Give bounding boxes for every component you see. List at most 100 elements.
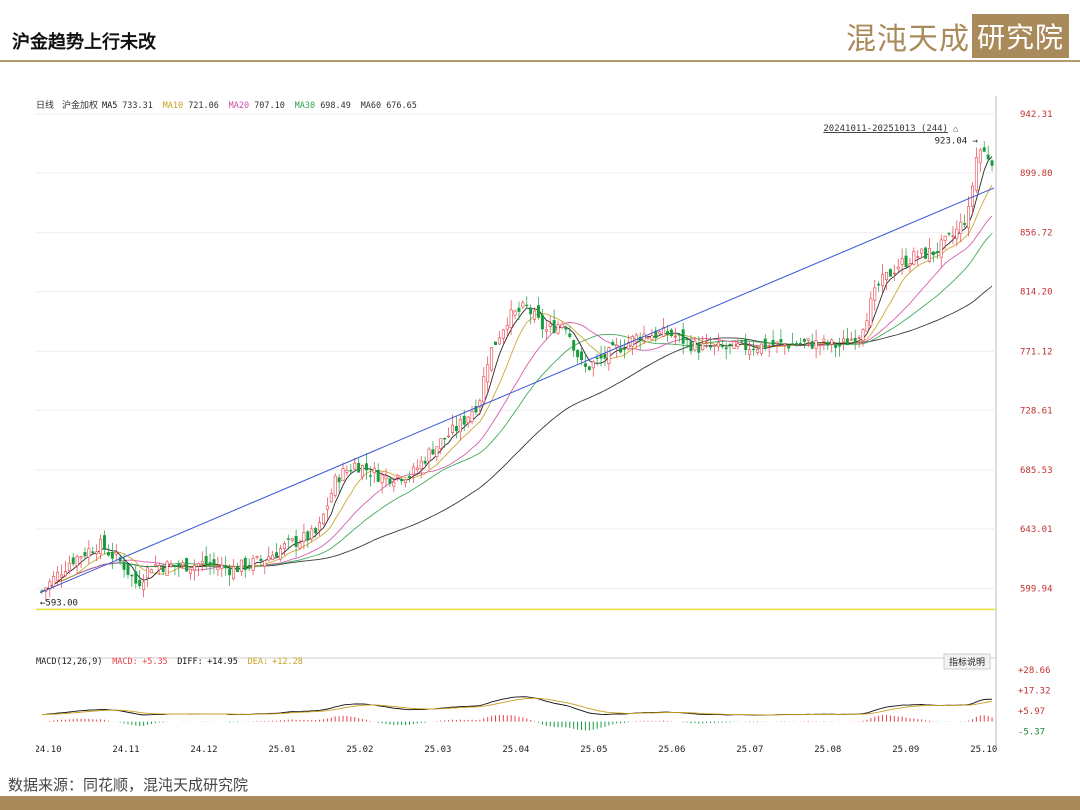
candle-body <box>353 462 357 470</box>
candle-body <box>623 347 626 350</box>
candle-body <box>71 557 75 565</box>
candle-body <box>724 347 728 350</box>
price-tick-label: 643.01 <box>1020 525 1053 535</box>
candle-body <box>368 475 372 477</box>
candle-body <box>924 247 928 259</box>
indicator-help-button[interactable] <box>943 653 991 670</box>
macd-tick-label: +17.32 <box>1018 687 1051 697</box>
candle-body <box>771 339 775 346</box>
candle-body <box>826 341 830 346</box>
candle-body <box>79 556 83 559</box>
candle-body <box>736 343 740 347</box>
candle-body <box>513 310 517 316</box>
candle-body <box>712 345 716 347</box>
legend-ma-value: 676.65 <box>386 101 417 111</box>
candle-body <box>537 305 540 318</box>
candle-body <box>251 558 255 571</box>
high-annotation: 923.04 → <box>935 137 979 147</box>
candle-body <box>372 467 376 474</box>
candle-body <box>267 556 271 561</box>
candle-body <box>185 558 189 572</box>
price-tick-label: 856.72 <box>1020 229 1053 239</box>
header-divider <box>0 60 1080 62</box>
candle-body <box>91 551 95 554</box>
candle-body <box>634 334 638 343</box>
candle-body <box>904 255 908 267</box>
candle-body <box>920 248 924 254</box>
candle-body <box>361 465 365 477</box>
candle-body <box>709 346 713 348</box>
candle-body <box>200 561 204 565</box>
candle-body <box>333 475 337 496</box>
candle-body <box>595 357 599 359</box>
candle-body <box>939 239 943 258</box>
candle-body <box>978 149 982 164</box>
candle-body <box>591 361 595 369</box>
candle-body <box>196 563 200 567</box>
logo-main-text: 混沌天成 <box>846 22 970 57</box>
candle-body <box>521 302 525 308</box>
candle-body <box>173 565 177 567</box>
candle-body <box>423 460 427 464</box>
legend-ma-label: MA20 <box>229 101 249 111</box>
candle-body <box>560 323 564 328</box>
candle-body <box>689 341 693 352</box>
candle-body <box>427 448 431 462</box>
candle-body <box>161 566 165 573</box>
candle-body <box>501 329 505 339</box>
candle-body <box>380 474 384 484</box>
candle-body <box>192 565 196 571</box>
candle-body <box>52 576 56 587</box>
candle-body <box>580 351 583 361</box>
candle-body <box>583 363 587 367</box>
candle-body <box>290 538 294 541</box>
candle-body <box>787 345 791 349</box>
lock-icon: ⌂ <box>953 125 958 135</box>
macd-legend-label: DIFF: <box>177 657 203 667</box>
price-tick-label: 599.94 <box>1020 585 1053 595</box>
range-label: 20241011-20251013 (244) <box>823 124 948 134</box>
candle-body <box>310 528 314 540</box>
candle-body <box>646 337 650 339</box>
candle-body <box>822 338 826 342</box>
candle-body <box>126 564 130 575</box>
candle-body <box>814 340 818 349</box>
macd-tick-label: +28.66 <box>1018 666 1051 676</box>
candle-body <box>912 251 916 265</box>
candle-body <box>177 563 181 567</box>
candle-body <box>666 331 670 335</box>
candle-body <box>134 571 138 584</box>
candle-body <box>275 552 279 557</box>
x-tick-label: 25.04 <box>502 745 529 755</box>
candle-body <box>783 343 787 346</box>
candle-body <box>419 460 423 470</box>
price-tick-label: 685.53 <box>1020 466 1053 476</box>
candle-body <box>388 478 392 484</box>
candle-body <box>181 562 185 566</box>
candle-body <box>470 411 474 422</box>
candle-body <box>697 342 701 353</box>
candle-body <box>525 304 529 307</box>
candle-body <box>552 320 556 333</box>
macd-legend-value: +14.95 <box>207 657 238 667</box>
candle-body <box>439 438 443 449</box>
candle-body <box>556 324 560 334</box>
candle-body <box>955 228 959 240</box>
candle-body <box>286 538 290 540</box>
candle-body <box>110 551 114 559</box>
ma60-line <box>41 285 993 592</box>
candle-body <box>869 298 873 326</box>
candle-body <box>349 470 353 472</box>
candle-body <box>486 364 490 383</box>
candle-body <box>189 568 193 574</box>
candle-body <box>400 478 404 482</box>
candle-body <box>87 548 91 558</box>
x-tick-label: 25.06 <box>658 745 685 755</box>
legend-ma-label: MA30 <box>295 101 315 111</box>
candle-body <box>345 470 349 473</box>
candle-body <box>982 147 986 152</box>
price-tick-label: 899.80 <box>1020 169 1053 179</box>
candle-body <box>568 333 572 337</box>
legend-ma-label: MA10 <box>163 101 183 111</box>
candle-body <box>587 366 591 370</box>
